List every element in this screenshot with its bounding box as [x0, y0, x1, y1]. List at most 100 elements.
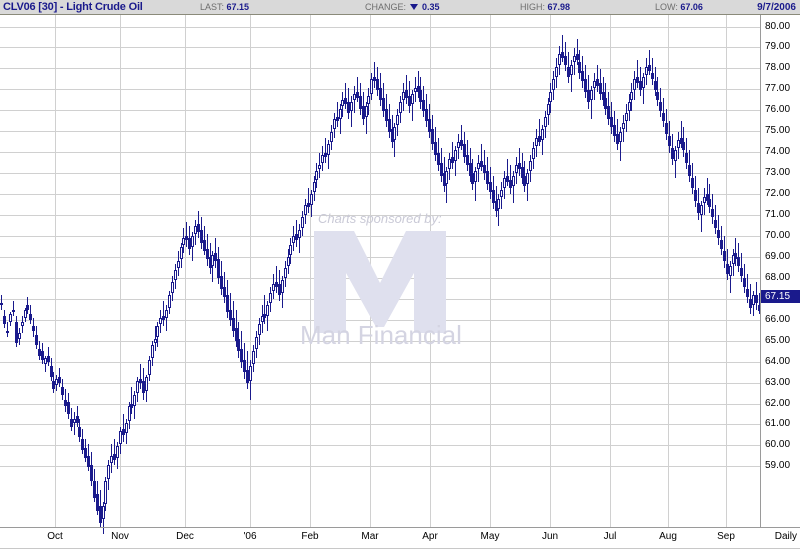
change-label: CHANGE:: [365, 2, 407, 12]
candle-body-down: [425, 108, 428, 122]
time-axis-label: Apr: [422, 531, 438, 542]
time-axis-label: Sep: [717, 531, 735, 542]
candle-wick: [481, 144, 482, 172]
candle-body-up: [151, 345, 154, 358]
candle-body-down: [662, 112, 665, 122]
candle-wick: [357, 77, 358, 103]
candle-body-up: [477, 162, 480, 170]
time-axis-label: Mar: [361, 531, 379, 542]
gridline-horizontal: [0, 194, 760, 195]
candle-wick: [374, 62, 375, 88]
candle-body-down: [668, 135, 671, 147]
candle-wick: [264, 294, 265, 325]
candle-body-up: [622, 123, 625, 130]
candle-body-up: [313, 181, 316, 193]
gridline-horizontal: [0, 341, 760, 342]
candle-body-up: [174, 269, 177, 281]
candle-wick: [1, 294, 2, 310]
candle-body-up: [310, 194, 313, 205]
candle-body-down: [651, 72, 654, 80]
candle-body-up: [411, 93, 414, 105]
candle-wick: [45, 355, 46, 373]
price-axis[interactable]: 80.00 79.00 78.00 77.00 76.00 75.00 74.00 73.00…: [761, 15, 800, 525]
low-price-field: LOW: 67.06: [655, 0, 703, 15]
candle-body-down: [480, 160, 483, 168]
candle-body-down: [61, 387, 64, 396]
candle-wick: [394, 123, 395, 157]
gridline-horizontal: [0, 215, 760, 216]
candle-wick: [325, 137, 326, 163]
candle-body-up: [102, 506, 105, 520]
candle-body-down: [76, 416, 79, 423]
candle-wick: [351, 95, 352, 128]
candle-body-down: [32, 326, 35, 331]
candle-body-up: [148, 359, 151, 375]
candle-body-down: [214, 253, 217, 262]
candle-wick: [527, 169, 528, 201]
candle-body-down: [746, 288, 749, 298]
candle-wick: [406, 75, 407, 105]
candle-wick: [735, 238, 736, 266]
price-axis-label: 78.00: [765, 62, 791, 74]
candle-body-up: [628, 102, 631, 111]
candle-body-down: [307, 202, 310, 207]
candle-body-down: [581, 70, 584, 82]
time-axis-label: Jul: [603, 531, 617, 542]
candle-body-up: [549, 91, 552, 103]
candle-body-down: [58, 376, 61, 383]
candle-body-down: [347, 102, 350, 113]
candle-body-down: [229, 309, 232, 321]
candle-body-up: [552, 79, 555, 90]
candle-body-down: [67, 401, 70, 415]
candle-body-up: [474, 171, 477, 182]
candle-body-down: [122, 428, 125, 436]
last-value: 67.15: [226, 2, 250, 12]
candle-body-up: [194, 225, 197, 235]
candle-wick: [475, 167, 476, 201]
candle-body-down: [671, 148, 674, 159]
candle-body-down: [78, 426, 81, 438]
candle-body-down: [492, 190, 495, 203]
candle-body-down: [451, 156, 454, 163]
candle-body-down: [659, 102, 662, 111]
candle-body-down: [711, 209, 714, 218]
candle-body-down: [373, 77, 376, 82]
candle-body-down: [197, 223, 200, 233]
candle-wick: [649, 49, 650, 76]
time-axis-label: May: [480, 531, 500, 542]
candle-body-down: [587, 89, 590, 103]
candle-body-up: [125, 422, 128, 434]
candle-wick: [539, 119, 540, 147]
candle-body-up: [165, 309, 168, 318]
candle-body-down: [278, 284, 281, 295]
candle-body-up: [445, 171, 448, 184]
candle-body-down: [460, 139, 463, 147]
candle-wick: [296, 219, 297, 247]
price-plot-area[interactable]: Charts sponsored by: Man Financial: [0, 15, 761, 534]
candle-body-down: [246, 370, 249, 383]
candle-body-down: [70, 418, 73, 427]
candle-body-up: [573, 56, 576, 63]
candle-body-up: [558, 54, 561, 65]
plot-right-border: [760, 15, 761, 527]
candle-body-down: [379, 87, 382, 101]
candle-wick: [455, 146, 456, 176]
change-value: 0.35: [422, 2, 440, 12]
candle-body-up: [327, 144, 330, 155]
candle-body-down: [263, 313, 266, 318]
candle-body-down: [737, 257, 740, 266]
candle-body-up: [289, 244, 292, 256]
candle-body-up: [284, 267, 287, 279]
candle-body-up: [677, 139, 680, 149]
candlestick-series: [0, 30, 761, 540]
candle-wick: [328, 139, 329, 170]
candle-wick: [452, 142, 453, 170]
candle-body-up: [252, 351, 255, 365]
candle-body-down: [203, 240, 206, 251]
candle-wick: [276, 265, 277, 293]
candle-body-down: [64, 399, 67, 406]
candle-body-up: [414, 87, 417, 92]
candle-body-down: [376, 79, 379, 90]
candle-body-up: [570, 64, 573, 76]
candle-body-up: [304, 204, 307, 216]
